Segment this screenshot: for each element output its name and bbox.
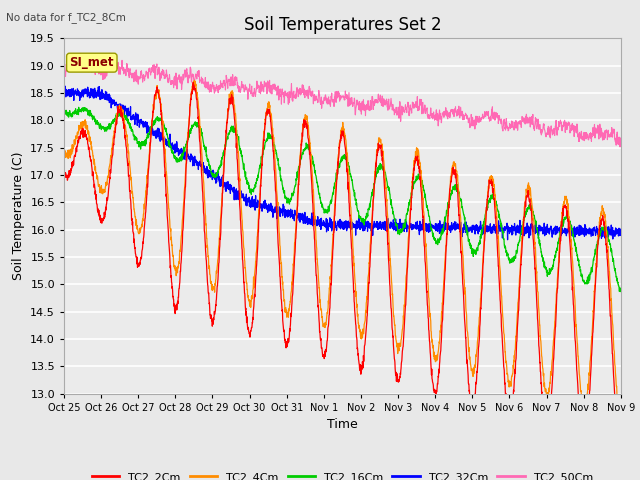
X-axis label: Time: Time bbox=[327, 418, 358, 431]
TC2_16Cm bbox=[617, 288, 625, 294]
TC2_16Cm bbox=[75, 105, 83, 110]
TC2_4Cm bbox=[60, 153, 68, 158]
TC2_50Cm bbox=[77, 51, 84, 57]
Legend: TC2_2Cm, TC2_4Cm, TC2_16Cm, TC2_32Cm, TC2_50Cm: TC2_2Cm, TC2_4Cm, TC2_16Cm, TC2_32Cm, TC… bbox=[87, 468, 598, 480]
TC2_16Cm bbox=[216, 163, 223, 169]
TC2_50Cm bbox=[371, 99, 379, 105]
TC2_4Cm bbox=[216, 235, 223, 240]
TC2_16Cm bbox=[371, 180, 379, 185]
TC2_2Cm bbox=[359, 360, 367, 366]
Y-axis label: Soil Temperature (C): Soil Temperature (C) bbox=[12, 152, 25, 280]
TC2_4Cm bbox=[584, 391, 591, 397]
TC2_16Cm bbox=[504, 256, 512, 262]
Text: SI_met: SI_met bbox=[70, 56, 114, 69]
TC2_4Cm bbox=[359, 330, 367, 336]
TC2_50Cm bbox=[504, 128, 512, 133]
Title: Soil Temperatures Set 2: Soil Temperatures Set 2 bbox=[244, 16, 441, 34]
Line: TC2_32Cm: TC2_32Cm bbox=[64, 86, 621, 240]
TC2_50Cm bbox=[359, 107, 367, 113]
TC2_32Cm bbox=[505, 228, 513, 233]
TC2_32Cm bbox=[617, 231, 625, 237]
TC2_32Cm bbox=[216, 179, 223, 185]
TC2_4Cm bbox=[617, 416, 625, 421]
TC2_2Cm bbox=[584, 420, 591, 426]
TC2_16Cm bbox=[584, 280, 591, 286]
TC2_2Cm bbox=[189, 80, 197, 85]
Line: TC2_16Cm: TC2_16Cm bbox=[64, 108, 621, 292]
Text: No data for f_TC2_8Cm: No data for f_TC2_8Cm bbox=[6, 12, 126, 23]
TC2_2Cm bbox=[617, 450, 625, 456]
TC2_32Cm bbox=[61, 84, 69, 89]
TC2_50Cm bbox=[568, 125, 575, 131]
TC2_4Cm bbox=[504, 378, 512, 384]
TC2_50Cm bbox=[617, 136, 625, 142]
TC2_16Cm bbox=[359, 219, 367, 225]
TC2_32Cm bbox=[371, 220, 379, 226]
TC2_2Cm bbox=[60, 171, 68, 177]
Line: TC2_50Cm: TC2_50Cm bbox=[64, 54, 621, 147]
TC2_32Cm bbox=[568, 233, 576, 239]
Line: TC2_2Cm: TC2_2Cm bbox=[64, 83, 621, 454]
TC2_32Cm bbox=[584, 228, 591, 234]
TC2_50Cm bbox=[60, 61, 68, 67]
TC2_50Cm bbox=[616, 144, 624, 150]
TC2_4Cm bbox=[568, 245, 575, 251]
TC2_50Cm bbox=[216, 87, 223, 93]
TC2_16Cm bbox=[616, 289, 624, 295]
TC2_2Cm bbox=[371, 177, 379, 182]
TC2_16Cm bbox=[60, 109, 68, 115]
TC2_4Cm bbox=[191, 77, 198, 83]
TC2_32Cm bbox=[504, 237, 511, 242]
TC2_4Cm bbox=[371, 168, 379, 174]
TC2_32Cm bbox=[60, 88, 68, 94]
TC2_16Cm bbox=[568, 227, 575, 232]
Line: TC2_4Cm: TC2_4Cm bbox=[64, 80, 621, 419]
TC2_32Cm bbox=[359, 218, 367, 224]
TC2_2Cm bbox=[616, 451, 624, 456]
TC2_2Cm bbox=[504, 411, 512, 417]
TC2_2Cm bbox=[568, 269, 575, 275]
TC2_2Cm bbox=[216, 246, 223, 252]
TC2_50Cm bbox=[584, 134, 591, 140]
